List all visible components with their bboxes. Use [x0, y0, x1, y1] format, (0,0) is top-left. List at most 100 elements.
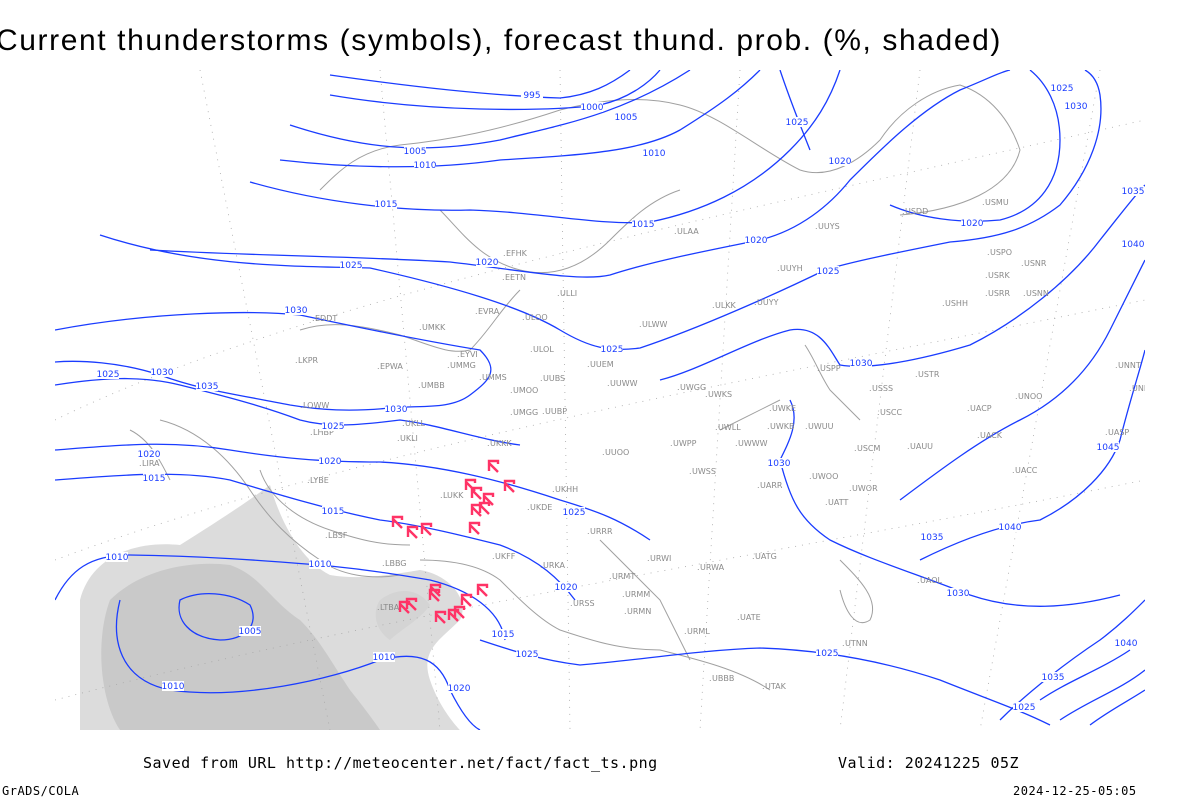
station-marker: .	[325, 531, 328, 540]
isobar-label-background	[385, 404, 407, 414]
isobar-label-background	[615, 112, 637, 122]
isobar-label-background	[581, 102, 603, 112]
station-label: UWLL	[718, 423, 741, 432]
isobar-label-background	[1122, 186, 1144, 196]
station-label: UWKB	[770, 422, 795, 431]
isobar-label: 1005	[239, 627, 262, 637]
isobar-label-background	[816, 648, 838, 658]
isobar-label-background	[340, 260, 362, 270]
isobar-label-background	[947, 588, 969, 598]
isobar-label: 1025	[1013, 703, 1036, 713]
isobar-label: 1015	[375, 200, 398, 210]
station-marker: .	[752, 552, 755, 561]
station-marker: .	[377, 362, 380, 371]
thunderstorm-symbols	[391, 459, 516, 624]
station-label: ULOO	[525, 313, 548, 322]
isobar-label-background	[162, 681, 184, 691]
station-marker: .	[382, 559, 385, 568]
station-marker: .	[777, 264, 780, 273]
station-label: USRR	[988, 289, 1010, 298]
station-marker: .	[815, 222, 818, 231]
station-label: UMMS	[482, 373, 507, 382]
isobar-label-background	[476, 257, 498, 267]
station-label: EPWA	[380, 362, 403, 371]
station-label: LBSF	[328, 531, 348, 540]
station-label: UWGG	[680, 383, 706, 392]
station-label: UATG	[755, 552, 777, 561]
station-marker: .	[570, 599, 573, 608]
station-label: UASP	[1108, 428, 1129, 437]
isobar-label-background	[319, 456, 341, 466]
station-label: USSS	[872, 384, 893, 393]
station-label: URRR	[590, 527, 613, 536]
isobar-label-background	[1122, 239, 1144, 249]
isobar-label: 1040	[999, 523, 1022, 533]
station-marker: .	[877, 408, 880, 417]
isobar-label: 1010	[162, 682, 185, 692]
station-marker: .	[869, 384, 872, 393]
station-label: UUYS	[818, 222, 840, 231]
station-marker: .	[312, 314, 315, 323]
station-label: LUKK	[443, 491, 464, 500]
station-label: LOWW	[303, 401, 329, 410]
station-label: LIRA	[142, 459, 160, 468]
station-marker: .	[502, 273, 505, 282]
isobar-label: 1030	[285, 306, 308, 316]
station-label: ULWW	[642, 320, 667, 329]
station-marker: .	[987, 248, 990, 257]
station-marker: .	[602, 448, 605, 457]
isobar-label: 1005	[404, 147, 427, 157]
isobar-label: 1025	[563, 508, 586, 518]
station-marker: .	[809, 472, 812, 481]
isobar-label-background	[373, 652, 395, 662]
station-marker: .	[712, 301, 715, 310]
isobar-label: 1010	[309, 560, 332, 570]
station-marker: .	[475, 307, 478, 316]
station-marker: .	[139, 459, 142, 468]
isobar-label: 1025	[817, 267, 840, 277]
station-marker: .	[769, 404, 772, 413]
station-label: UKLL	[405, 419, 426, 428]
isobar-label-background	[448, 683, 470, 693]
station-label: UWOO	[812, 472, 838, 481]
station-label: UWKE	[772, 404, 796, 413]
station-label: UMKK	[422, 323, 446, 332]
station-label: UMGG	[513, 408, 538, 417]
station-marker: .	[557, 289, 560, 298]
station-label: URMN	[627, 607, 651, 616]
isobar-label: 1020	[138, 450, 161, 460]
station-label: UMOO	[513, 386, 538, 395]
station-label: USNN	[1026, 289, 1049, 298]
station-label: URWA	[700, 563, 725, 572]
isobar-label: 1030	[1065, 102, 1088, 112]
station-label: EDDT	[315, 314, 337, 323]
isobar-label-background	[632, 219, 654, 229]
isobar-label-background	[196, 381, 218, 391]
isobar-label: 1035	[196, 382, 219, 392]
station-marker: .	[527, 503, 530, 512]
station-label: URMM	[625, 590, 650, 599]
station-marker: .	[307, 476, 310, 485]
station-marker: .	[622, 590, 625, 599]
station-marker: .	[985, 271, 988, 280]
station-label: UWOR	[852, 484, 878, 493]
station-marker: .	[402, 419, 405, 428]
station-label: UKKK	[490, 439, 512, 448]
station-marker: .	[942, 299, 945, 308]
station-marker: .	[967, 404, 970, 413]
station-label: UATT	[828, 498, 848, 507]
station-marker: .	[849, 484, 852, 493]
thunderstorm-icon	[391, 515, 404, 529]
isobar-label-background	[322, 506, 344, 516]
isobar-label: 995	[523, 91, 540, 101]
station-label: UBBB	[712, 674, 734, 683]
isobar-label-background	[829, 156, 851, 166]
station-marker: .	[1015, 392, 1018, 401]
isobars	[55, 70, 1145, 730]
thunderstorm-icon	[434, 610, 447, 624]
station-label: UWWW	[738, 439, 768, 448]
station-marker: .	[689, 467, 692, 476]
isobar-label-background	[492, 629, 514, 639]
isobar-label-background	[555, 582, 577, 592]
station-label: UMBB	[421, 381, 445, 390]
